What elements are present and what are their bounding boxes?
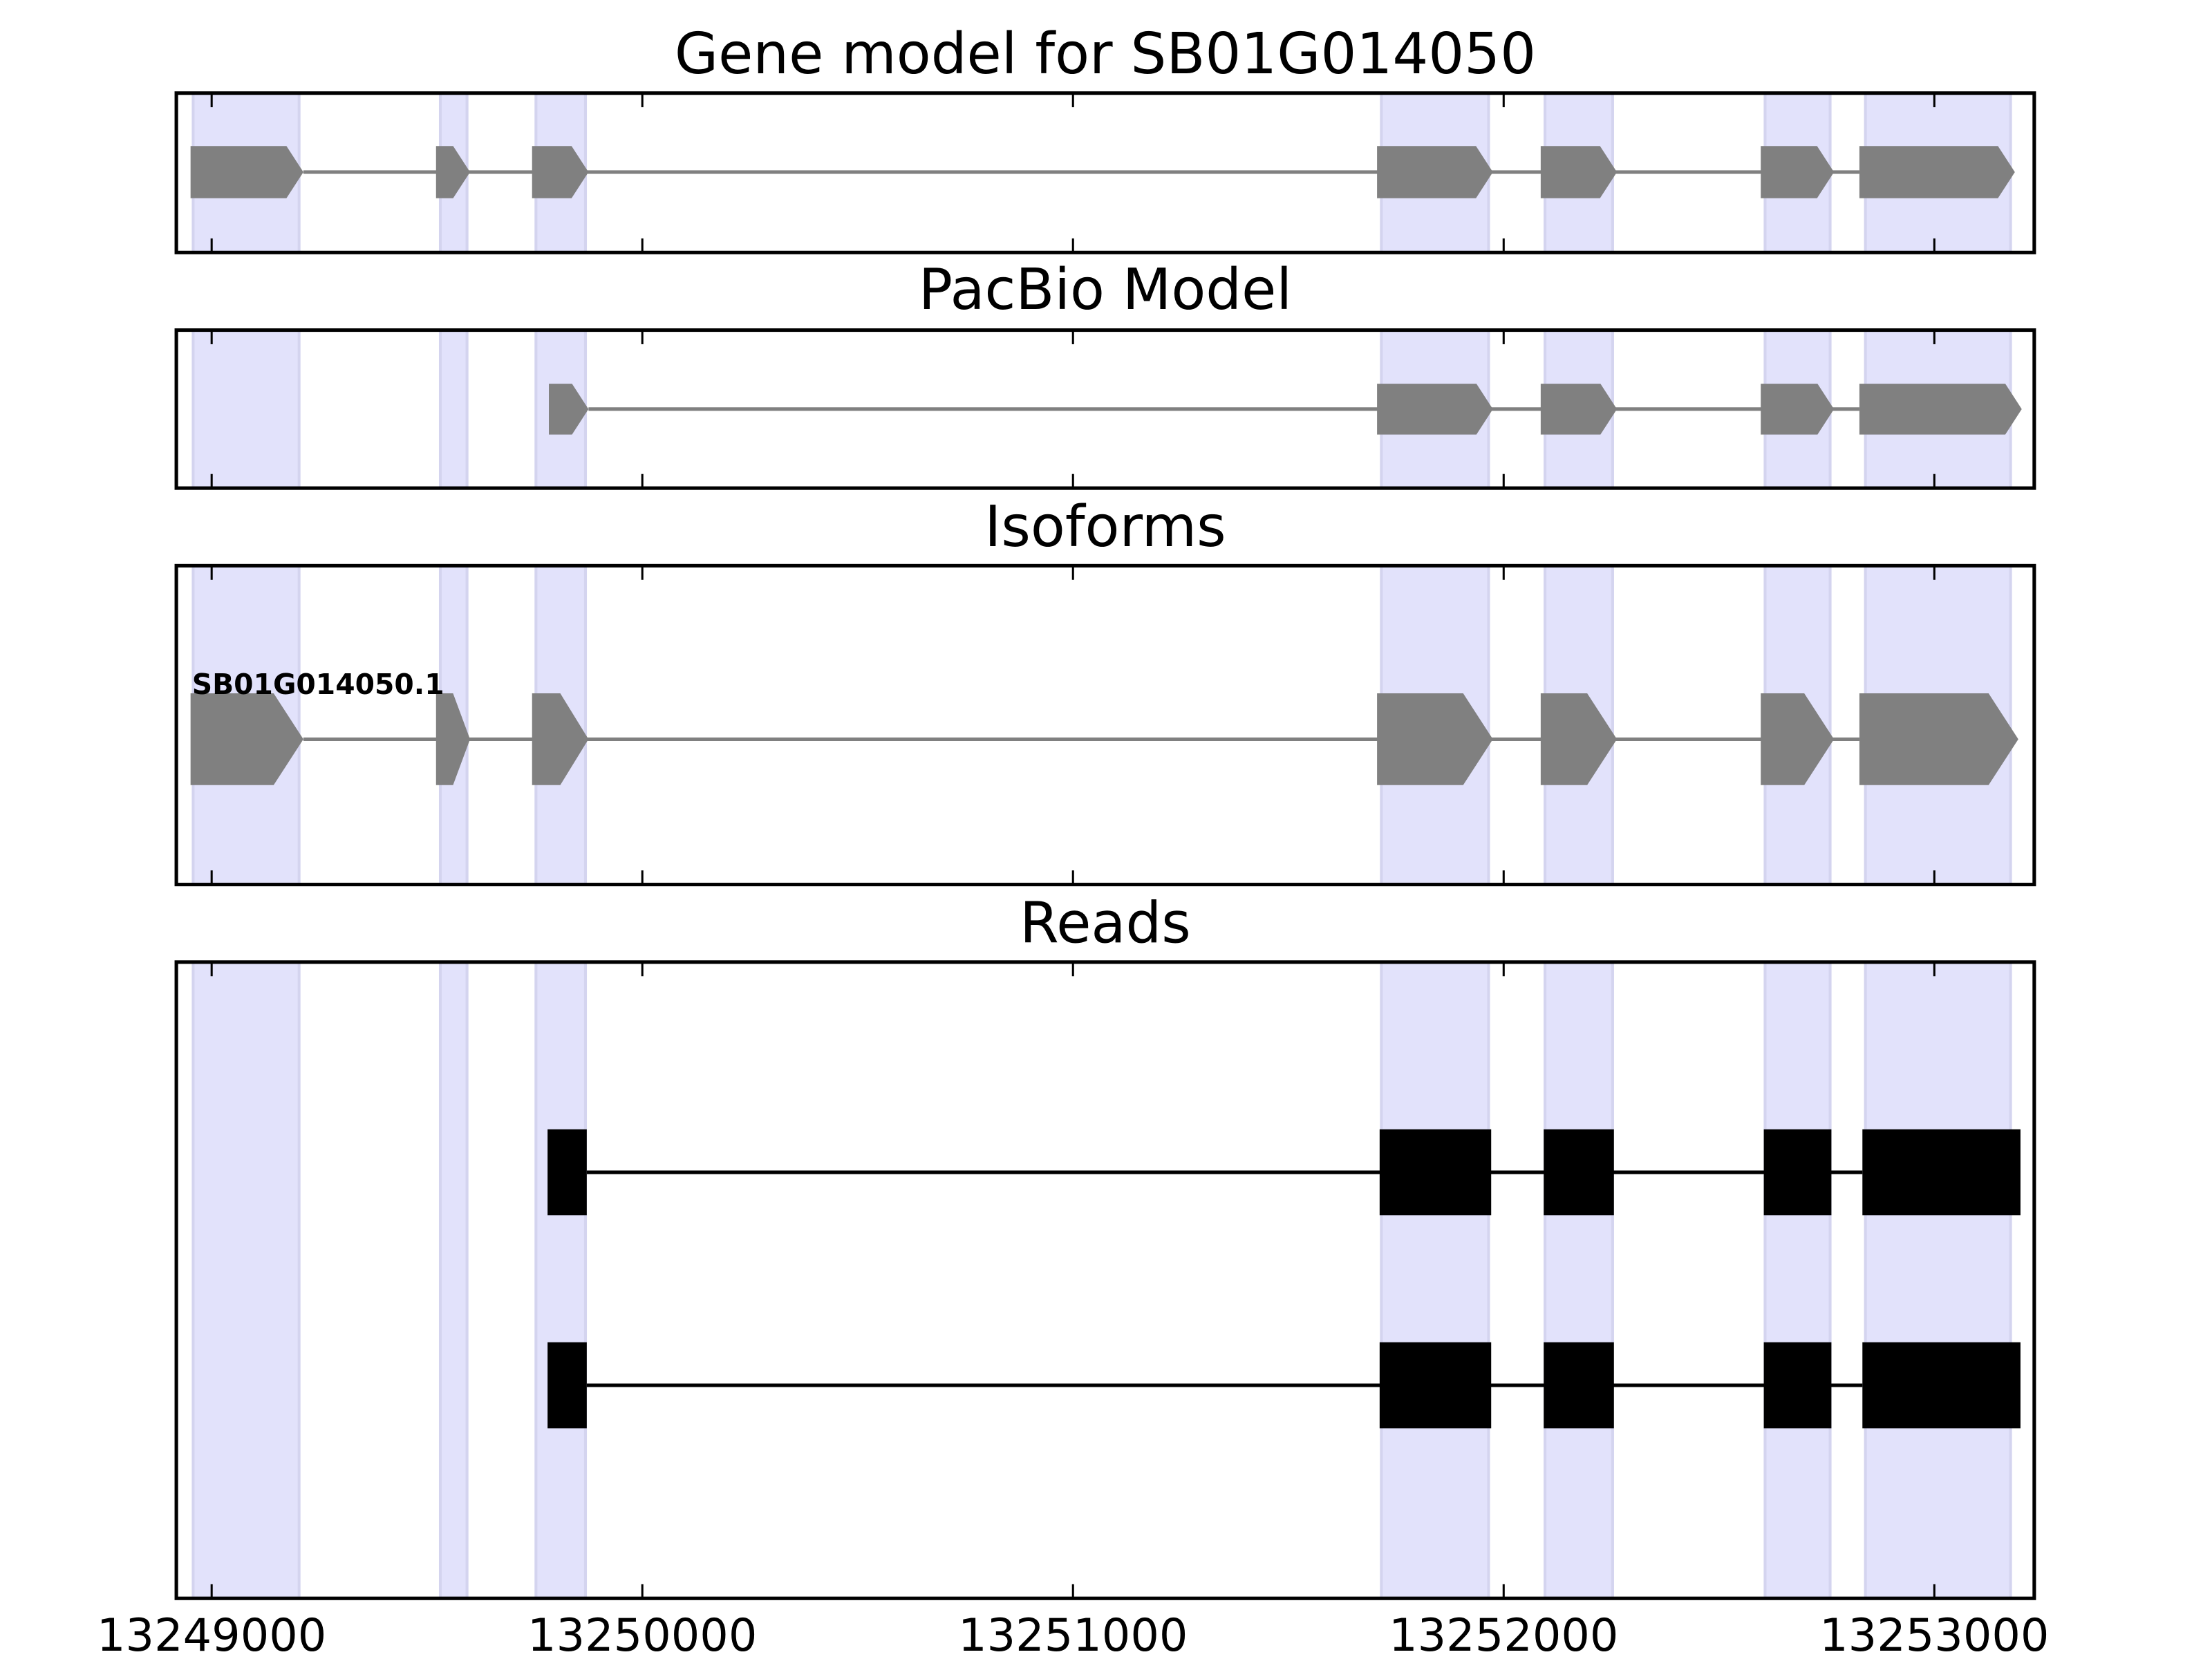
read-exon-block — [1544, 1342, 1614, 1429]
read-exon-block — [1763, 1129, 1832, 1216]
panel-title: PacBio Model — [919, 257, 1292, 323]
shaded-exon-region — [534, 960, 588, 1600]
read-exon-block — [1763, 1342, 1832, 1429]
panel-1: Gene model for SB01G014050 — [174, 21, 2036, 254]
exon-arrow — [1761, 146, 1835, 198]
panel-title: Isoforms — [984, 494, 1226, 560]
read-exon-block — [1862, 1342, 2021, 1429]
isoform-label: SB01G014050.1 — [192, 668, 444, 701]
panel-4: Reads — [174, 890, 2036, 1600]
exon-arrow — [190, 693, 303, 785]
exon-arrow — [435, 693, 471, 785]
x-tick-label: 13252000 — [1389, 1609, 1618, 1659]
exon-arrow — [1859, 384, 2022, 435]
shaded-exon-region — [191, 960, 301, 1600]
read-exon-block — [547, 1342, 587, 1429]
shaded-exon-region — [191, 328, 301, 490]
panel-title: Reads — [1020, 890, 1191, 956]
shaded-exon-region — [1864, 960, 2012, 1600]
x-tick-label: 13249000 — [97, 1609, 326, 1659]
read-exon-block — [547, 1129, 587, 1216]
x-tick-label: 13250000 — [527, 1609, 757, 1659]
shaded-exon-region — [438, 960, 469, 1600]
exon-arrow — [549, 384, 589, 435]
exon-arrow — [532, 146, 589, 198]
x-tick-label: 13253000 — [1819, 1609, 2049, 1659]
exon-arrow — [532, 693, 589, 785]
read-exon-block — [1379, 1342, 1492, 1429]
shaded-exon-region — [1380, 960, 1490, 1600]
exon-arrow — [1859, 146, 2015, 198]
panel-frame — [174, 91, 2036, 254]
panel-title: Gene model for SB01G014050 — [675, 21, 1536, 87]
exon-arrow — [1761, 693, 1835, 785]
panel-2: PacBio Model — [174, 257, 2036, 490]
exon-arrow — [435, 146, 471, 198]
panel-frame — [174, 960, 2036, 1600]
read-exon-block — [1544, 1129, 1614, 1216]
exon-arrow — [1377, 384, 1493, 435]
shaded-exon-region — [1544, 960, 1614, 1600]
exon-arrow — [1540, 693, 1618, 785]
panel-frame — [174, 328, 2036, 490]
panel-3: Isoforms SB01G014050.1 — [174, 494, 2036, 887]
panel-frame — [174, 563, 2036, 887]
x-tick-label: 13251000 — [958, 1609, 1188, 1659]
exon-arrow — [1377, 146, 1493, 198]
exon-arrow — [1540, 384, 1618, 435]
exon-arrow — [1859, 693, 2018, 785]
read-exon-block — [1862, 1129, 2021, 1216]
shaded-exon-region — [438, 328, 469, 490]
read-exon-block — [1379, 1129, 1492, 1216]
exon-arrow — [1377, 693, 1493, 785]
exon-arrow — [190, 146, 303, 198]
shaded-exon-region — [1763, 960, 1832, 1600]
exon-arrow — [1761, 384, 1835, 435]
exon-arrow — [1540, 146, 1618, 198]
